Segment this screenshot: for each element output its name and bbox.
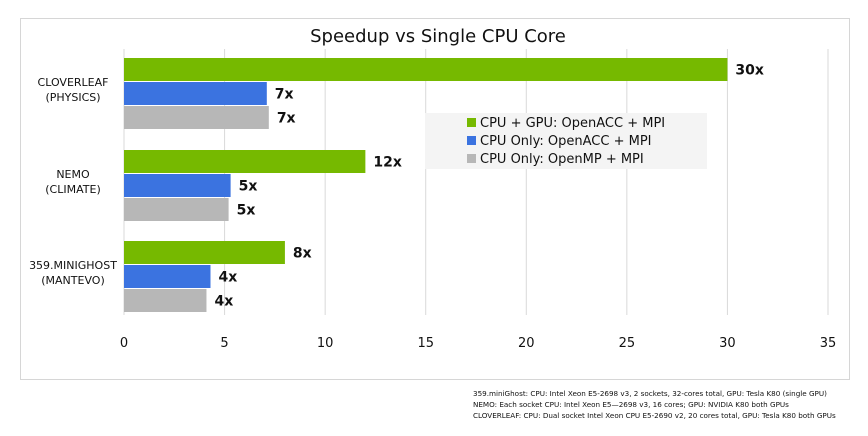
bar	[124, 150, 366, 173]
footnotes: 359.miniGhost: CPU: Intel Xeon E5-2698 v…	[473, 388, 865, 421]
x-tick-label: 35	[820, 336, 837, 351]
chart-title: Speedup vs Single CPU Core	[310, 26, 566, 47]
data-labels: 30x 12x 8x 7x 5x 4x 7x 5x 4x	[214, 63, 763, 310]
bar	[124, 82, 267, 105]
legend-swatch	[467, 154, 476, 163]
legend-label: CPU + GPU: OpenACC + MPI	[480, 116, 665, 131]
x-tick-label: 25	[619, 336, 636, 351]
x-tick-label: 0	[120, 336, 128, 351]
bars	[124, 58, 728, 312]
category-label: (MANTEVO)	[41, 274, 105, 287]
category-label: CLOVERLEAF	[38, 76, 109, 89]
bar-chart: Speedup vs Single CPU Core 30x 12x 8x 7x 5x 4…	[29, 26, 836, 351]
data-label: 7x	[277, 111, 296, 127]
x-axis-ticks: 0 5 10 15 20 25 30 35	[120, 336, 836, 351]
legend-swatch	[467, 118, 476, 127]
data-label: 5x	[237, 203, 256, 219]
category-labels: CLOVERLEAF (PHYSICS) NEMO (CLIMATE) 359.MINI…	[29, 76, 117, 287]
category-label: 359.MINIGHOST	[29, 259, 117, 272]
data-label: 8x	[293, 246, 312, 262]
data-label: 7x	[275, 87, 294, 103]
x-tick-label: 15	[417, 336, 434, 351]
bar	[124, 198, 229, 221]
legend-swatch	[467, 136, 476, 145]
data-label: 5x	[239, 179, 258, 195]
footnote-cloverleaf: CLOVERLEAF: CPU: Dual socket Intel Xeon …	[473, 411, 836, 420]
footnote-nemo: NEMO: Each socket CPU: Intel Xeon E5—269…	[473, 400, 789, 409]
x-tick-label: 5	[220, 336, 228, 351]
category-label: (PHYSICS)	[45, 91, 100, 104]
data-label: 4x	[218, 270, 237, 286]
legend-label: CPU Only: OpenMP + MPI	[480, 152, 644, 167]
bar	[124, 289, 207, 312]
footnote-minighost: 359.miniGhost: CPU: Intel Xeon E5-2698 v…	[473, 389, 827, 398]
bar	[124, 58, 728, 81]
bar	[124, 265, 211, 288]
x-tick-label: 30	[719, 336, 736, 351]
legend-label: CPU Only: OpenACC + MPI	[480, 134, 652, 149]
category-label: (CLIMATE)	[45, 183, 100, 196]
data-label: 12x	[373, 155, 402, 171]
data-label: 30x	[735, 63, 764, 79]
x-tick-label: 20	[518, 336, 535, 351]
bar	[124, 106, 269, 129]
legend: CPU + GPU: OpenACC + MPI CPU Only: OpenAC…	[425, 113, 707, 169]
category-label: NEMO	[56, 168, 90, 181]
chart-frame: Speedup vs Single CPU Core 30x 12x 8x 7x 5x 4…	[20, 18, 850, 380]
data-label: 4x	[214, 294, 233, 310]
x-tick-label: 10	[317, 336, 334, 351]
bar	[124, 241, 285, 264]
bar	[124, 174, 231, 197]
